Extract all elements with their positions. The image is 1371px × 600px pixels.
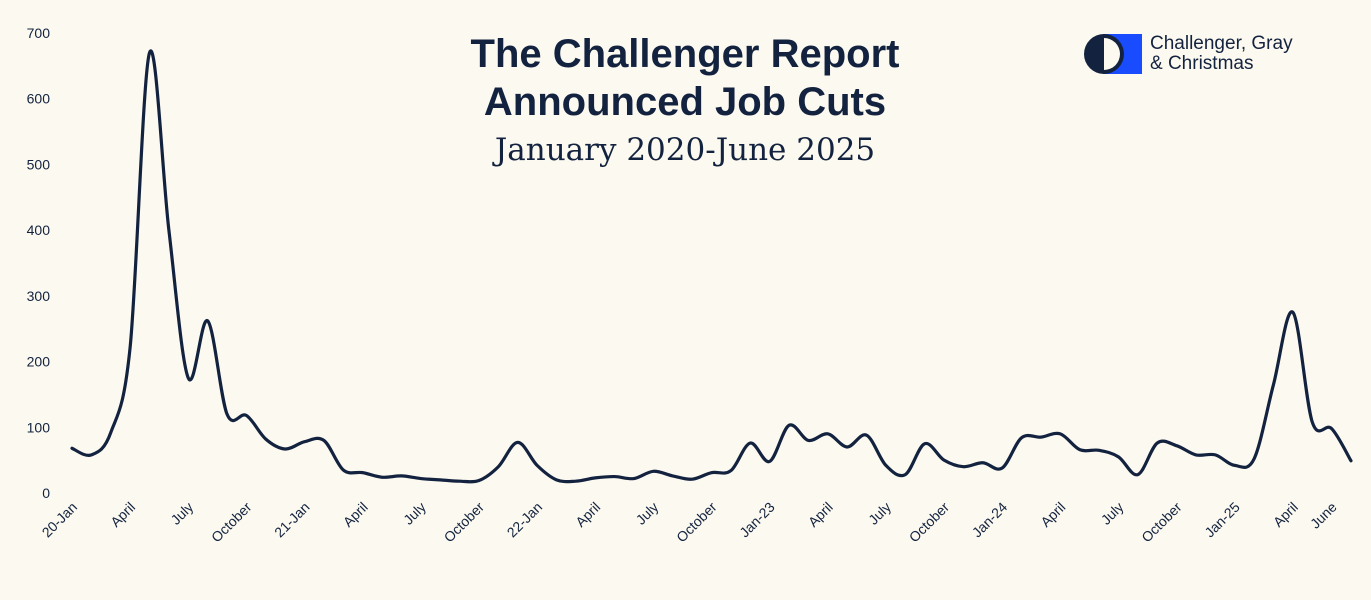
x-tick-label: July [1098,499,1127,528]
logo-text-line2: & Christmas [1150,53,1254,74]
x-axis: 20-Jan April July October 21-Jan April July Oct… [39,499,1340,546]
x-tick-label: 22-Jan [504,499,546,541]
x-tick-label: April [572,499,603,530]
y-tick-label: 500 [27,156,51,172]
x-tick-label: Jan-23 [736,499,778,541]
y-tick-label: 300 [27,288,51,304]
chart-title-line2: Announced Job Cuts [483,80,887,124]
y-tick-label: 400 [27,222,51,238]
x-tick-label: April [1037,499,1068,530]
y-tick-label: 0 [42,485,50,501]
x-tick-label: July [633,499,662,528]
chart-title-block: The Challenger Report Announced Job Cuts… [385,30,985,172]
x-tick-label: April [1270,499,1301,530]
x-tick-label: October [673,499,720,546]
x-tick-label: April [340,499,371,530]
y-tick-label: 700 [27,25,51,41]
y-tick-label: 600 [27,91,51,107]
x-tick-label: July [865,499,894,528]
x-tick-label: June [1307,499,1340,532]
x-tick-label: October [441,499,488,546]
logo-text-line1: Challenger, Gray [1150,33,1293,54]
chart-subtitle: January 2020-June 2025 [494,132,876,168]
x-tick-label: July [167,499,196,528]
x-tick-label: October [208,499,255,546]
y-tick-label: 200 [27,354,51,370]
chart-title: The Challenger Report [470,32,900,76]
half-circle-logo-icon [1084,34,1142,74]
y-axis: 0 100 200 300 400 500 600 700 [27,25,51,501]
series-line [70,49,1353,484]
x-tick-label: April [805,499,836,530]
company-logo: Challenger, Gray & Christmas [1084,34,1293,74]
x-tick-label: 21-Jan [271,499,313,541]
x-tick-label: Jan-25 [1201,499,1243,541]
x-tick-label: 20-Jan [39,499,81,541]
x-tick-label: April [107,499,138,530]
x-tick-label: October [1138,499,1185,546]
x-tick-label: July [400,499,429,528]
y-tick-label: 100 [27,419,51,435]
x-tick-label: Jan-24 [969,499,1011,541]
x-tick-label: October [906,499,953,546]
